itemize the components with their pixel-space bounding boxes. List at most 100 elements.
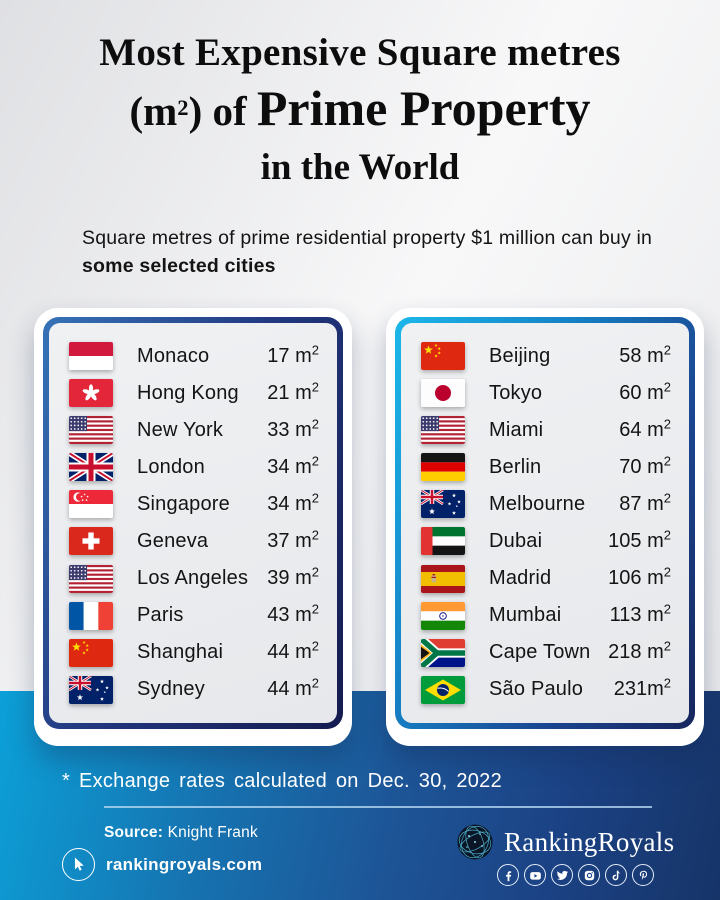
flag-ae-icon (421, 527, 465, 556)
sqm-value: 58 m2 (619, 341, 671, 367)
flag-us-icon (69, 416, 113, 445)
flag-cn-icon (69, 638, 113, 667)
sqm-value: 21 m2 (267, 379, 319, 404)
city-label: Sydney (137, 678, 205, 701)
youtube-icon[interactable] (524, 864, 546, 886)
list-item: Hong Kong 21 m2 (69, 379, 319, 408)
flag-fr-icon (69, 601, 113, 630)
list-item: New York 33 m2 (69, 416, 319, 445)
list-item: Tokyo 60 m2 (421, 379, 671, 408)
website-url[interactable]: rankingroyals.com (106, 854, 263, 874)
sqm-value: 218 m2 (608, 638, 671, 664)
sqm-value: 105 m2 (608, 527, 671, 552)
sqm-value: 43 m2 (267, 601, 319, 627)
flag-us-icon (69, 564, 113, 593)
tiktok-icon[interactable] (605, 864, 627, 886)
panel-left-list: Monaco 17 m2 Hong Kong 21 m2 New York 33 m2 Lo… (49, 323, 337, 723)
list-item: Dubai 105 m2 (421, 527, 671, 556)
flag-au-icon (69, 675, 113, 704)
panel-left: Monaco 17 m2 Hong Kong 21 m2 New York 33 m2 Lo… (34, 308, 352, 746)
page-title-line3: in the World (260, 146, 460, 188)
website-link[interactable]: rankingroyals.com (62, 848, 262, 881)
list-item: Melbourne 87 m2 (421, 490, 671, 519)
city-label: London (137, 455, 205, 478)
brand-name: RankingRoyals (504, 826, 675, 857)
city-label: Cape Town (489, 641, 591, 664)
panel-right-list: Beijing 58 m2 Tokyo 60 m2 Miami 64 m2 Berlin 70… (401, 323, 689, 723)
city-label: Los Angeles (137, 567, 249, 590)
list-item: Cape Town 218 m2 (421, 638, 671, 667)
flag-gb-icon (69, 453, 113, 482)
sqm-value: 34 m2 (267, 453, 319, 478)
list-item: Shanghai 44 m2 (69, 638, 319, 667)
title-m-part: (m (129, 88, 178, 135)
list-item: Singapore 34 m2 (69, 490, 319, 519)
footer-divider (104, 806, 652, 808)
source-value: Knight Frank (167, 824, 258, 841)
flag-ch-icon (69, 527, 113, 556)
city-label: Mumbai (489, 604, 562, 627)
flag-hk-icon (69, 379, 113, 408)
title-of-part: ) of (188, 88, 257, 135)
city-label: Monaco (137, 344, 210, 367)
list-item: Sydney 44 m2 (69, 675, 319, 704)
brand-logo: RankingRoyals (455, 822, 674, 862)
flag-br-icon (421, 675, 465, 704)
sqm-value: 64 m2 (619, 416, 671, 441)
city-label: Geneva (137, 529, 209, 552)
source-label: Source: (104, 824, 164, 841)
sqm-value: 70 m2 (619, 453, 671, 478)
flag-sg-icon (69, 490, 113, 519)
list-item: Geneva 37 m2 (69, 527, 319, 556)
exchange-rate-note: * Exchange rates calculated on Dec. 30, … (62, 770, 503, 792)
subtitle-normal: Square metres of prime residential prope… (82, 227, 653, 249)
facebook-icon[interactable] (497, 864, 519, 886)
list-item: Paris 43 m2 (69, 601, 319, 630)
panel-right-border: Beijing 58 m2 Tokyo 60 m2 Miami 64 m2 Berlin 70… (395, 317, 695, 729)
city-label: Beijing (489, 344, 551, 367)
instagram-icon[interactable] (578, 864, 600, 886)
cursor-arrow-icon (62, 848, 95, 881)
page-title-line1: Most Expensive Square metres (99, 31, 621, 74)
list-item: Berlin 70 m2 (421, 453, 671, 482)
sqm-value: 39 m2 (267, 564, 319, 590)
flag-au-icon (421, 490, 465, 519)
twitter-icon[interactable] (551, 864, 573, 886)
sqm-value: 37 m2 (267, 527, 319, 552)
sqm-value: 231m2 (613, 675, 671, 701)
subtitle: Square metres of prime residential prope… (82, 224, 657, 281)
flag-in-icon (421, 601, 465, 630)
list-item: Mumbai 113 m2 (421, 601, 671, 630)
list-item: Beijing 58 m2 (421, 341, 671, 371)
sqm-value: 113 m2 (609, 601, 671, 627)
page-title-line2: (m2) of Prime Property (0, 80, 720, 138)
sqm-value: 34 m2 (267, 490, 319, 515)
sqm-value: 44 m2 (267, 638, 319, 664)
sqm-value: 60 m2 (619, 379, 671, 404)
city-label: Hong Kong (137, 381, 239, 404)
list-item: Miami 64 m2 (421, 416, 671, 445)
flag-za-icon (421, 638, 465, 667)
flag-de-icon (421, 453, 465, 482)
city-label: Paris (137, 604, 184, 627)
city-label: Tokyo (489, 381, 543, 404)
list-item: São Paulo 231m2 (421, 675, 671, 704)
flag-es-icon (421, 564, 465, 593)
sqm-value: 17 m2 (267, 341, 319, 367)
flag-mc-icon (69, 342, 113, 371)
subtitle-bold: some selected cities (82, 255, 276, 278)
social-icons-row (497, 864, 654, 886)
list-item: London 34 m2 (69, 453, 319, 482)
city-label: Melbourne (489, 492, 586, 515)
city-label: Dubai (489, 529, 543, 552)
city-label: Shanghai (137, 641, 224, 664)
pinterest-icon[interactable] (632, 864, 654, 886)
title-superscript: 2 (177, 94, 189, 120)
flag-cn-icon (421, 342, 465, 371)
sqm-value: 87 m2 (619, 490, 671, 515)
city-label: Miami (489, 418, 544, 441)
header: Most Expensive Square metres (m2) of Pri… (0, 30, 720, 189)
sqm-value: 106 m2 (608, 564, 671, 590)
city-label: New York (137, 418, 224, 441)
